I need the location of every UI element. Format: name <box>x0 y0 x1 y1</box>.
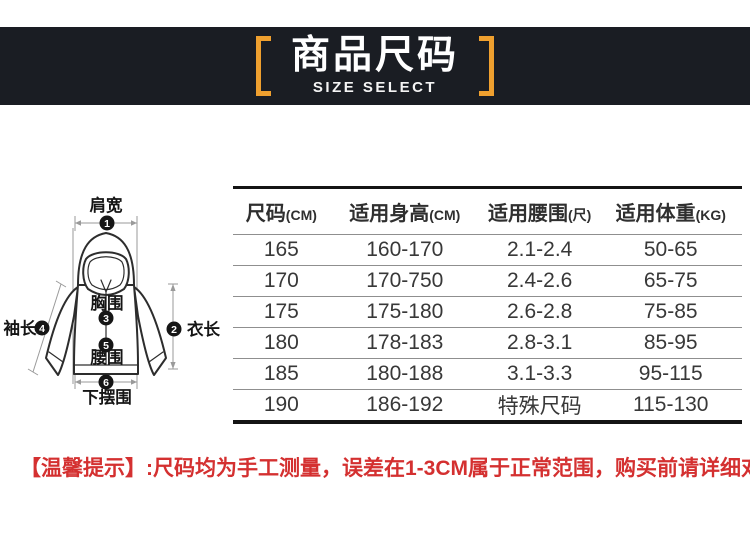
cell-size: 175 <box>233 296 330 328</box>
cell-weight: 50-65 <box>599 234 742 266</box>
cell-waist: 3.1-3.3 <box>479 358 600 390</box>
jacket-measurement-diagram: 肩宽 胸围 腰围 下摆围 衣长 袖长 1 2 3 4 5 6 <box>0 190 235 418</box>
badge-garment-length: 2 <box>166 321 182 337</box>
banner-title: 商品尺码 <box>290 33 459 77</box>
cell-waist: 2.1-2.4 <box>479 234 600 266</box>
col-header-weight: 适用体重(KG) <box>599 187 742 235</box>
cell-waist: 2.4-2.6 <box>479 265 600 297</box>
waist-label: 腰围 <box>91 348 124 367</box>
cell-size: 185 <box>233 358 330 390</box>
svg-text:6: 6 <box>103 377 109 389</box>
col-header-height: 适用身高(CM) <box>329 187 480 235</box>
table-row: 170 170-750 2.4-2.6 65-75 <box>233 265 742 297</box>
badge-chest: 3 <box>98 310 114 326</box>
cell-waist: 特殊尺码 <box>497 395 582 418</box>
cell-height: 178-183 <box>329 327 480 359</box>
shoulder-width-label: 肩宽 <box>90 195 124 215</box>
col-header-size: 尺码(CM) <box>233 187 330 235</box>
size-banner: 商品尺码 SIZE SELECT <box>0 27 750 105</box>
cell-size: 190 <box>263 393 299 416</box>
left-bracket-icon <box>255 36 271 96</box>
badge-sleeve: 4 <box>34 320 50 336</box>
cell-height: 170-750 <box>329 265 480 297</box>
badge-waist: 5 <box>98 337 114 353</box>
sleeve-length-label: 袖长 <box>4 318 38 338</box>
cell-size: 170 <box>233 265 330 297</box>
col-header-waist: 适用腰围(尺) <box>479 187 600 235</box>
cell-height: 186-192 <box>366 393 444 416</box>
size-table: 尺码(CM) 适用身高(CM) 适用腰围(尺) 适用体重(KG) 165 160… <box>233 186 742 424</box>
table-row: 180 178-183 2.8-3.1 85-95 <box>233 327 742 359</box>
svg-text:5: 5 <box>103 340 109 352</box>
svg-text:1: 1 <box>104 218 110 230</box>
banner-subtitle: SIZE SELECT <box>312 79 438 97</box>
cell-height: 160-170 <box>329 234 480 266</box>
jacket-drawing <box>45 232 167 376</box>
banner-text: 商品尺码 SIZE SELECT <box>285 33 465 97</box>
cell-weight: 85-95 <box>599 327 742 359</box>
cell-weight: 115-130 <box>632 393 709 416</box>
chest-label: 胸围 <box>91 293 124 313</box>
table-row: 175 175-180 2.6-2.8 75-85 <box>233 296 742 328</box>
cell-size: 165 <box>233 234 330 266</box>
badge-shoulder: 1 <box>99 215 115 231</box>
badge-hem: 6 <box>98 374 114 390</box>
cell-height: 175-180 <box>329 296 480 328</box>
cell-height: 180-188 <box>329 358 480 390</box>
jacket-diagram-svg: 肩宽 胸围 腰围 下摆围 衣长 袖长 1 2 3 4 5 6 <box>4 195 221 407</box>
garment-length-label: 衣长 <box>187 319 221 339</box>
svg-text:3: 3 <box>103 313 109 325</box>
svg-text:4: 4 <box>39 323 45 335</box>
cell-size: 180 <box>233 327 330 359</box>
cell-waist: 2.8-3.1 <box>479 327 600 359</box>
cell-weight: 75-85 <box>599 296 742 328</box>
right-bracket-icon <box>479 36 494 96</box>
svg-text:2: 2 <box>171 324 177 336</box>
cell-waist: 2.6-2.8 <box>479 296 600 328</box>
table-row: 165 160-170 2.1-2.4 50-65 <box>233 234 742 266</box>
cell-weight: 95-115 <box>599 358 742 390</box>
hem-label: 下摆围 <box>82 387 132 407</box>
warm-tip-notice: 【温馨提示】:尺码均为手工测量，误差在1-3CM属于正常范围，购买前请详细对照尺… <box>20 457 750 480</box>
cell-weight: 65-75 <box>599 265 742 297</box>
table-row: 190 186-192 特殊尺码 115-130 <box>233 390 742 423</box>
size-table-header-row: 尺码(CM) 适用身高(CM) 适用腰围(尺) 适用体重(KG) <box>233 187 742 235</box>
table-row: 185 180-188 3.1-3.3 95-115 <box>233 358 742 390</box>
